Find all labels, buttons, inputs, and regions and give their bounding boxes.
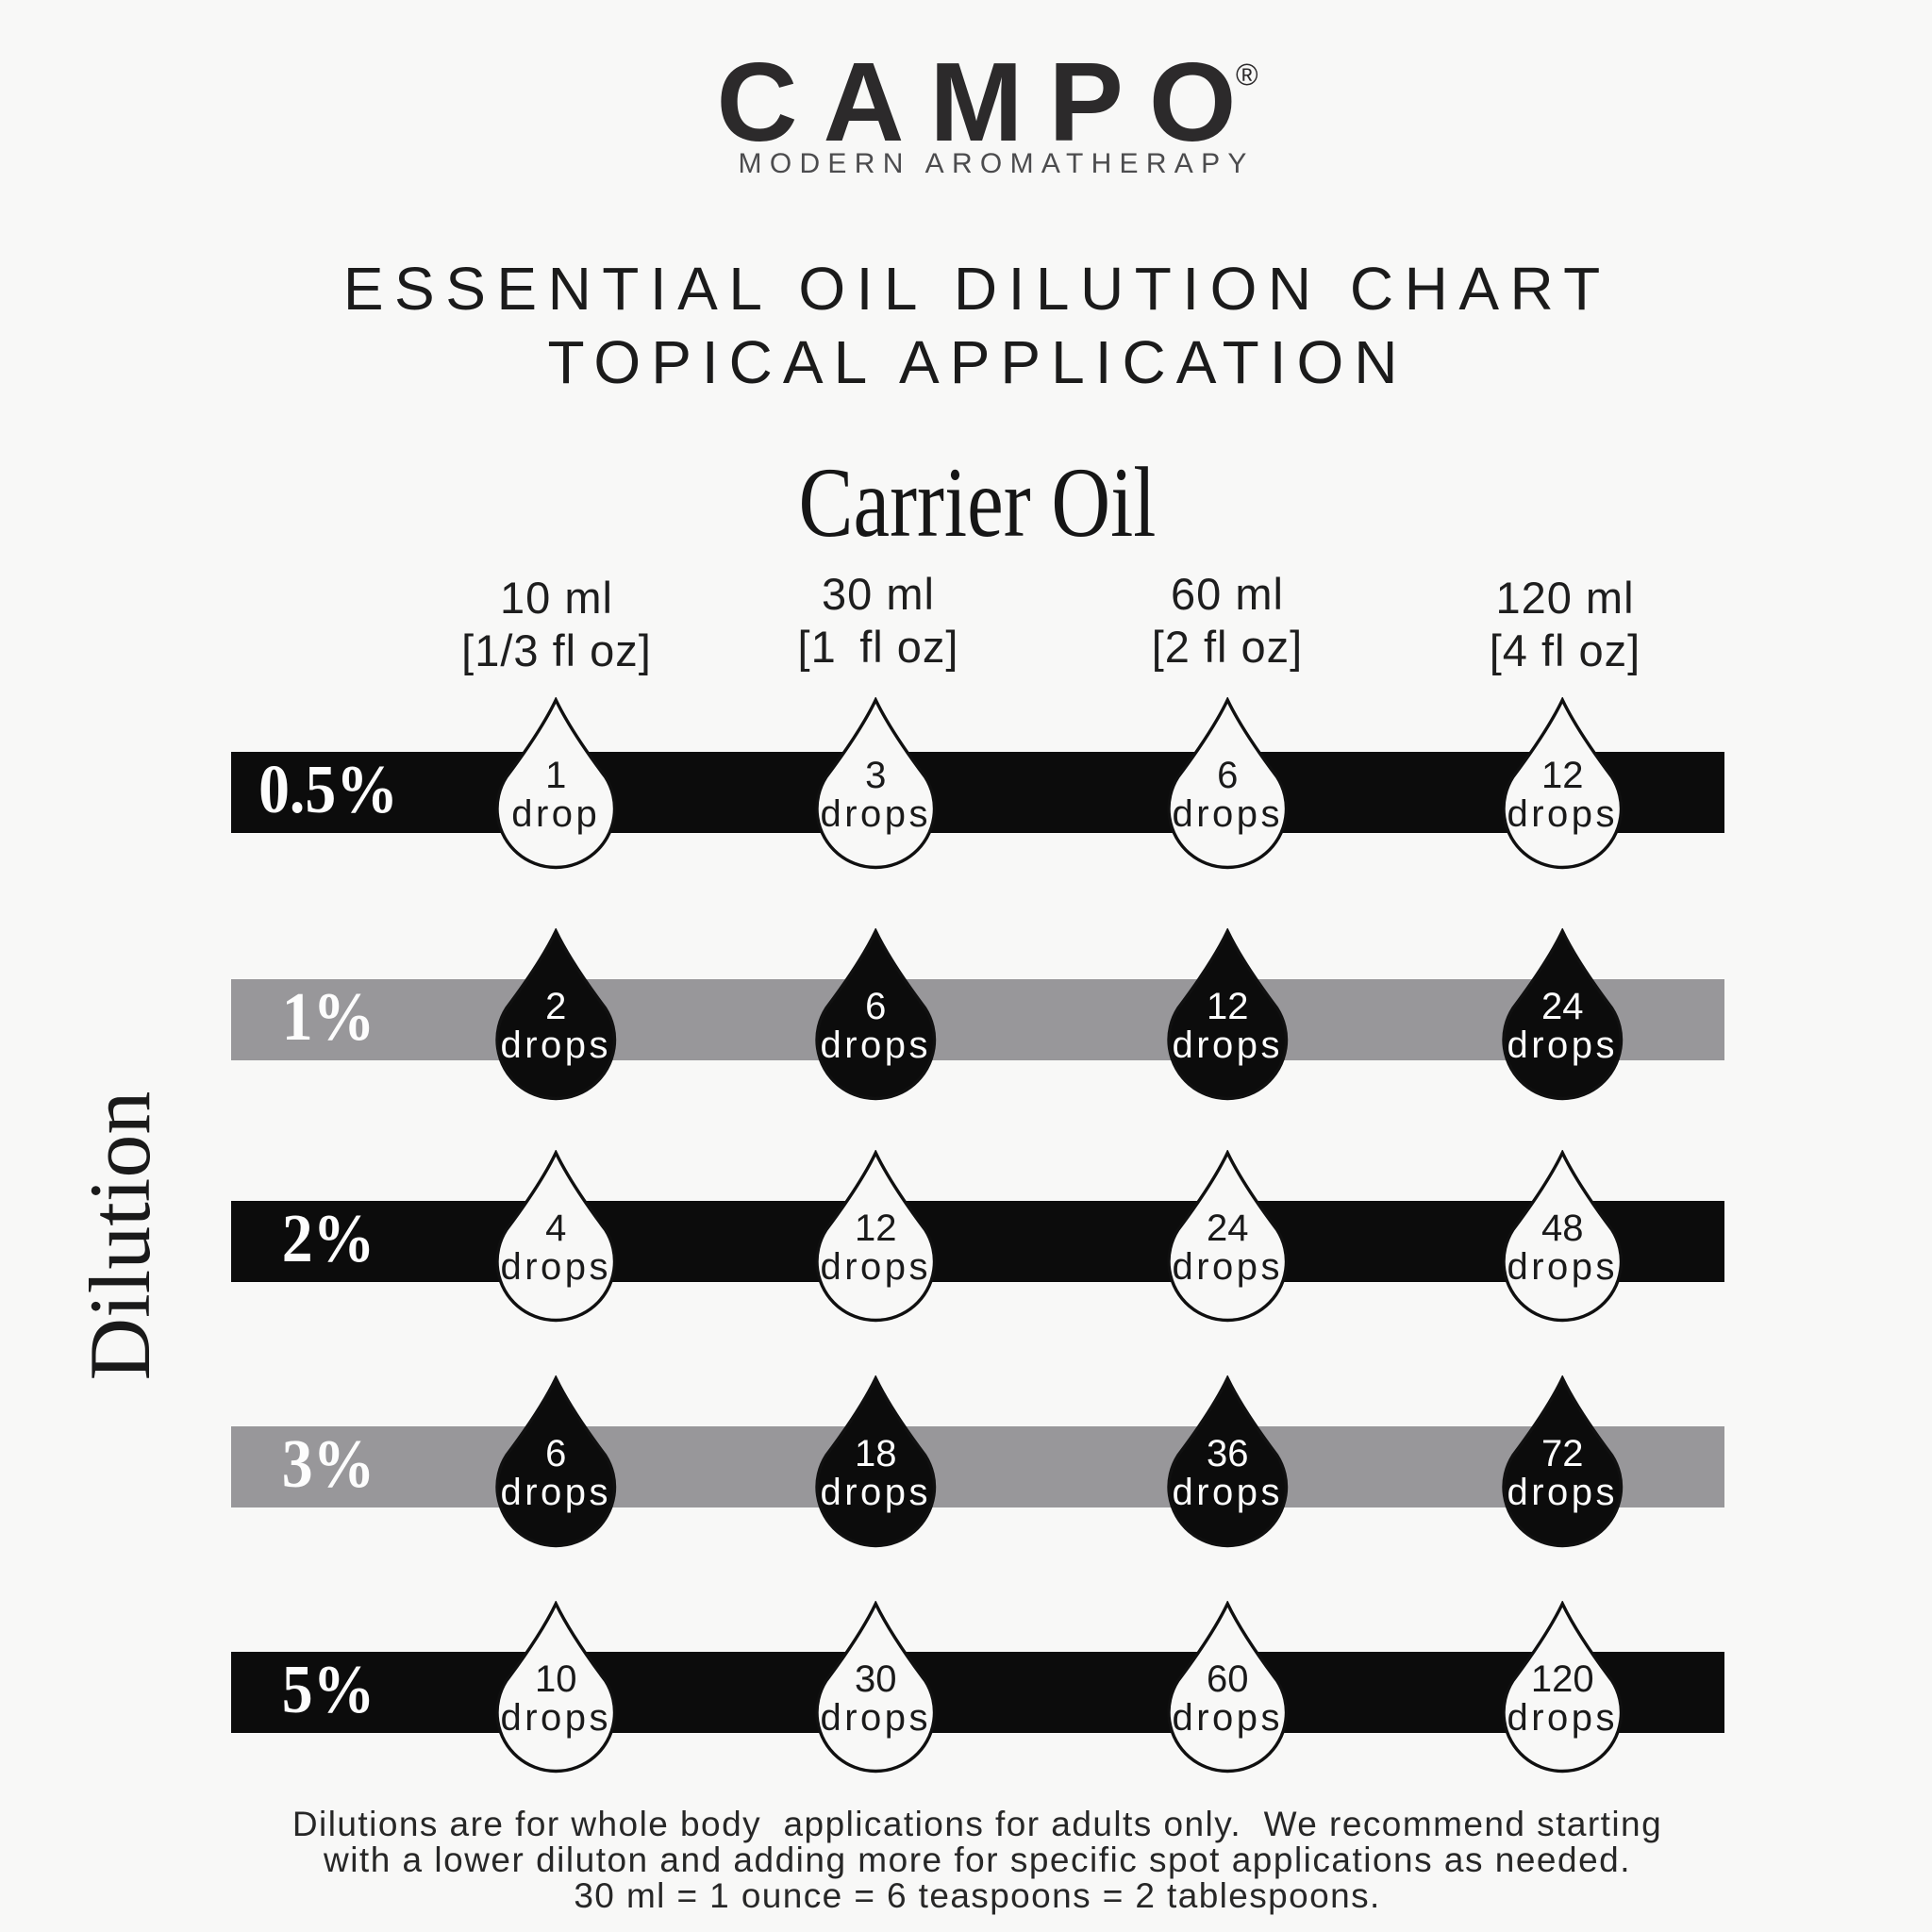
svg-text:6: 6	[865, 986, 886, 1027]
svg-text:drops: drops	[1172, 1246, 1283, 1288]
svg-text:60: 60	[1207, 1658, 1249, 1700]
svg-text:1: 1	[545, 755, 566, 796]
svg-text:drops: drops	[1172, 1472, 1283, 1513]
svg-text:30: 30	[855, 1658, 897, 1700]
svg-text:drops: drops	[820, 1246, 931, 1288]
svg-text:drops: drops	[1172, 1024, 1283, 1066]
svg-text:drops: drops	[820, 1024, 931, 1066]
svg-text:24: 24	[1541, 986, 1584, 1027]
svg-text:6: 6	[1217, 755, 1238, 796]
svg-text:drops: drops	[820, 1697, 931, 1739]
svg-text:drops: drops	[820, 793, 931, 835]
svg-text:drops: drops	[501, 1246, 612, 1288]
svg-text:18: 18	[855, 1433, 897, 1474]
svg-text:drops: drops	[1172, 793, 1283, 835]
svg-text:12: 12	[1207, 986, 1249, 1027]
svg-text:drops: drops	[1507, 1246, 1619, 1288]
svg-text:12: 12	[1541, 755, 1584, 796]
svg-text:3: 3	[865, 755, 886, 796]
svg-text:4: 4	[545, 1208, 566, 1249]
svg-text:48: 48	[1541, 1208, 1584, 1249]
svg-text:36: 36	[1207, 1433, 1249, 1474]
svg-text:10: 10	[535, 1658, 577, 1700]
svg-text:drops: drops	[1172, 1697, 1283, 1739]
svg-text:drops: drops	[820, 1472, 931, 1513]
svg-text:72: 72	[1541, 1433, 1584, 1474]
svg-text:2: 2	[545, 986, 566, 1027]
svg-text:24: 24	[1207, 1208, 1249, 1249]
svg-text:drops: drops	[501, 1697, 612, 1739]
svg-text:drop: drop	[511, 793, 600, 835]
svg-text:drops: drops	[1507, 793, 1619, 835]
svg-text:120: 120	[1531, 1658, 1594, 1700]
svg-text:drops: drops	[1507, 1472, 1619, 1513]
svg-text:6: 6	[545, 1433, 566, 1474]
svg-text:drops: drops	[501, 1472, 612, 1513]
svg-text:drops: drops	[1507, 1024, 1619, 1066]
svg-text:drops: drops	[1507, 1697, 1619, 1739]
svg-text:drops: drops	[501, 1024, 612, 1066]
svg-text:12: 12	[855, 1208, 897, 1249]
